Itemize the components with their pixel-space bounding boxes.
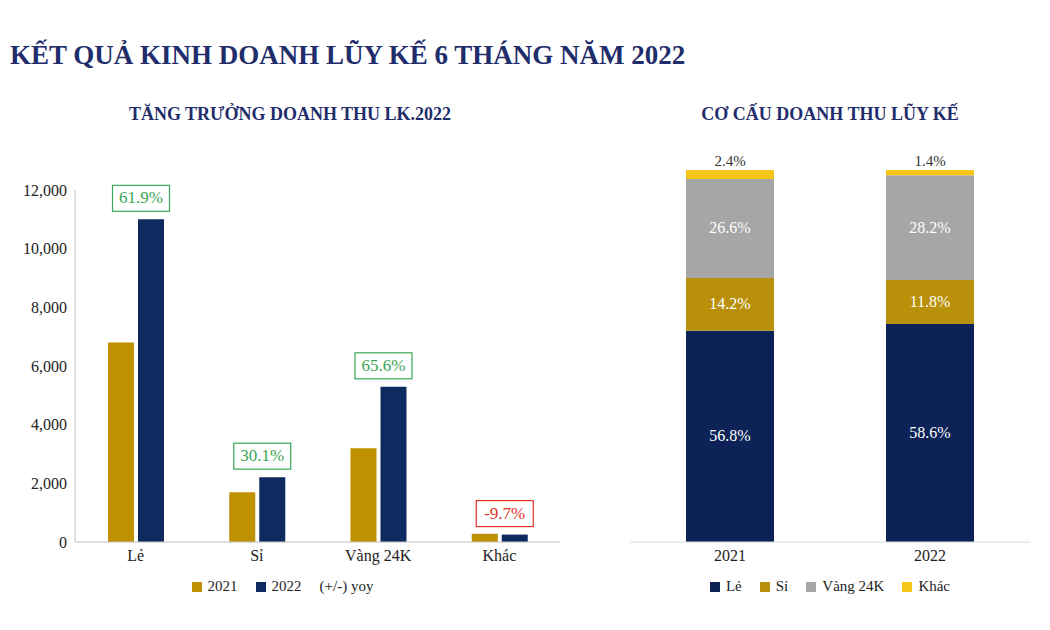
html-text:2021: 2021 <box>207 578 238 594</box>
svg-text:-9.7%: -9.7% <box>484 504 525 523</box>
svg-text:30.1%: 30.1% <box>240 446 284 465</box>
svg-text:61.9%: 61.9% <box>119 188 163 207</box>
svg-text:58.6%: 58.6% <box>909 424 950 441</box>
svg-text:2022: 2022 <box>914 547 946 564</box>
svg-text:14.2%: 14.2% <box>709 295 750 312</box>
svg-text:10,000: 10,000 <box>23 240 67 257</box>
svg-text:12,000: 12,000 <box>23 182 67 199</box>
svg-text:8,000: 8,000 <box>31 299 67 316</box>
html-text:(+/-) yoy: (+/-) yoy <box>319 578 374 594</box>
html-text:KẾT QUẢ KINH DOANH LŨY KẾ 6 TH: KẾT QUẢ KINH DOANH LŨY KẾ 6 THÁNG NĂM 20… <box>10 40 686 70</box>
svg-text:2021: 2021 <box>714 547 746 564</box>
svg-text:11.8%: 11.8% <box>910 293 951 310</box>
svg-text:65.6%: 65.6% <box>362 356 406 375</box>
svg-text:Sỉ: Sỉ <box>250 547 264 564</box>
svg-text:4,000: 4,000 <box>31 416 67 433</box>
svg-text:Khác: Khác <box>482 547 516 564</box>
svg-text:28.2%: 28.2% <box>909 219 950 236</box>
svg-text:2.4%: 2.4% <box>714 153 745 169</box>
svg-text:Lẻ: Lẻ <box>127 547 144 564</box>
html-text:Lẻ: Lẻ <box>726 578 742 594</box>
svg-text:Vàng 24K: Vàng 24K <box>345 547 412 565</box>
svg-text:1.4%: 1.4% <box>914 153 945 169</box>
html-text:Sỉ: Sỉ <box>775 578 789 594</box>
html-text:2022: 2022 <box>271 578 302 594</box>
html-text:Vàng 24K: Vàng 24K <box>822 578 885 594</box>
svg-text:6,000: 6,000 <box>31 358 67 375</box>
svg-text:56.8%: 56.8% <box>709 427 750 444</box>
html-text:Khác: Khác <box>918 578 950 594</box>
svg-text:0: 0 <box>59 534 67 551</box>
svg-text:26.6%: 26.6% <box>709 219 750 236</box>
html-text:CƠ CẤU DOANH THU LŨY KẾ: CƠ CẤU DOANH THU LŨY KẾ <box>701 104 959 124</box>
html-text:TĂNG TRƯỞNG DOANH THU LK.2022: TĂNG TRƯỞNG DOANH THU LK.2022 <box>128 104 452 124</box>
svg-text:2,000: 2,000 <box>31 475 67 492</box>
